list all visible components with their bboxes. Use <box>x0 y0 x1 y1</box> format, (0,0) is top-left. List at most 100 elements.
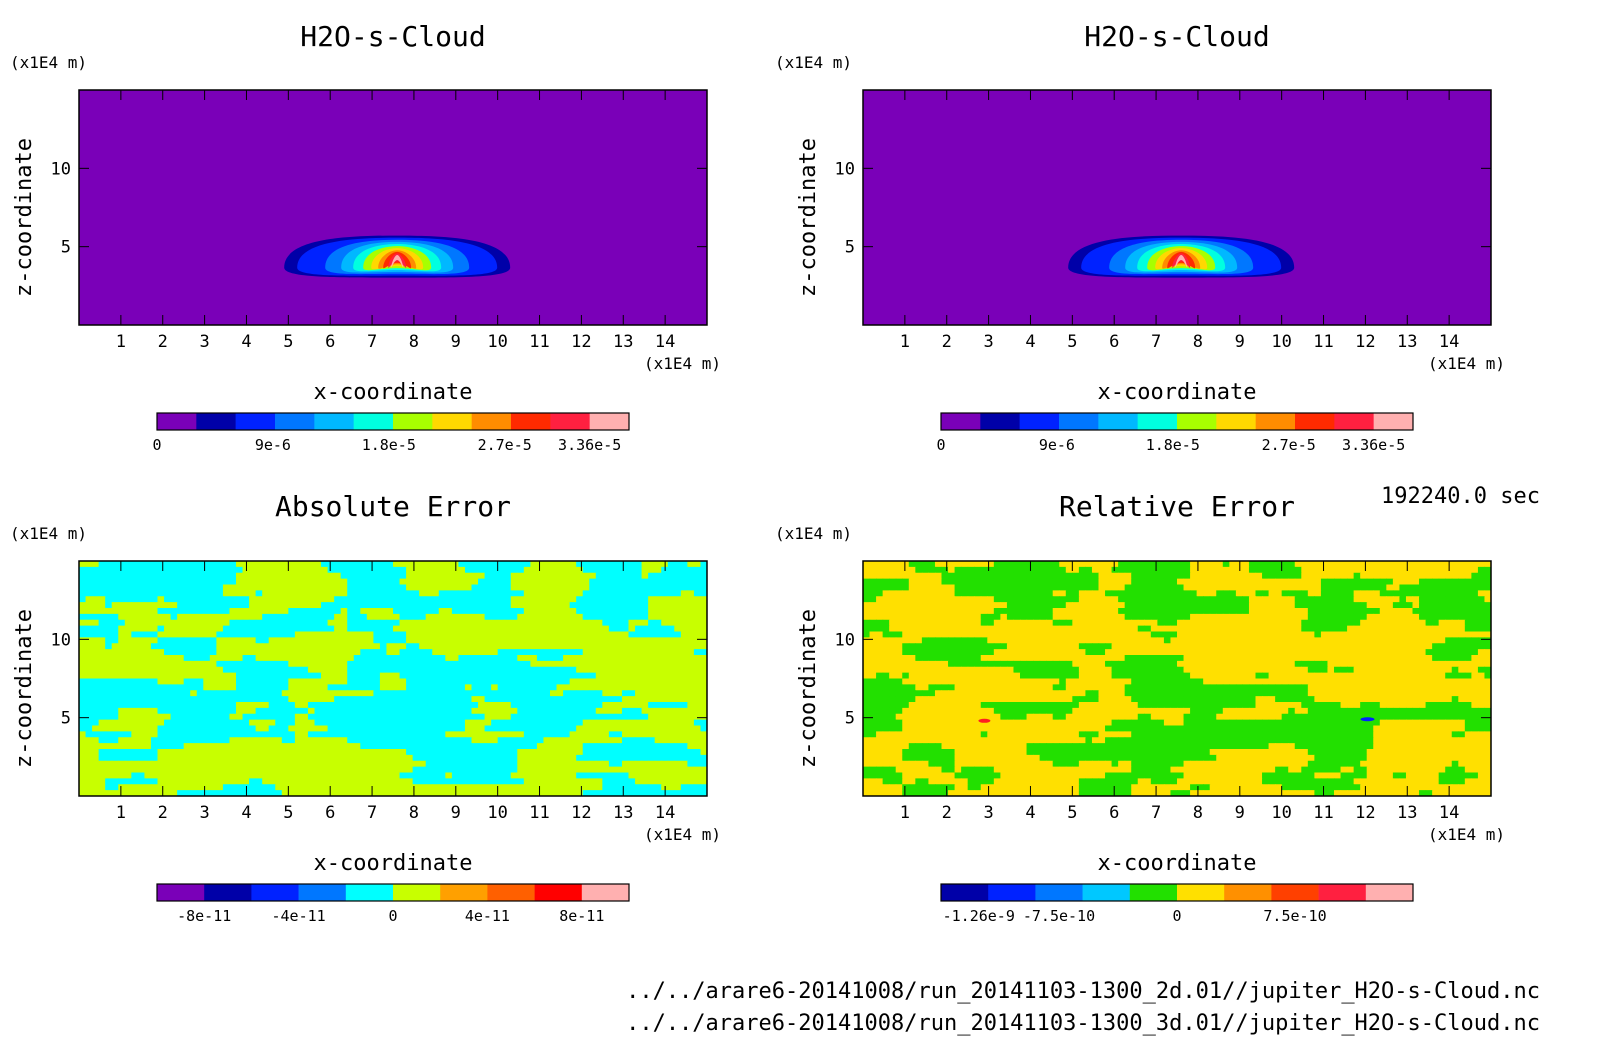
field-cell <box>615 743 623 750</box>
field-cell <box>111 608 119 615</box>
field-cell <box>314 719 322 727</box>
field-cell <box>687 566 695 574</box>
field-cell <box>556 602 564 609</box>
field-cell <box>464 743 473 750</box>
field-cell <box>595 566 603 574</box>
field-cell <box>667 760 675 768</box>
field-cell <box>373 772 381 779</box>
field-cell <box>661 707 669 715</box>
field-cell <box>432 719 440 727</box>
field-cell <box>628 690 636 697</box>
field-cell <box>543 578 551 586</box>
field-cell <box>987 572 995 580</box>
field-cell <box>635 666 643 674</box>
field-cell <box>307 743 316 750</box>
field-cell <box>275 566 283 574</box>
field-cell <box>1353 608 1361 615</box>
field-cell <box>406 561 414 568</box>
field-cell <box>79 584 87 591</box>
field-cell <box>1366 596 1374 603</box>
field-cell <box>464 713 473 721</box>
field-cell <box>294 578 303 586</box>
field-cell <box>118 637 126 644</box>
field-cell <box>582 566 590 574</box>
field-cell <box>366 561 374 568</box>
field-cell <box>294 566 303 574</box>
field-cell <box>321 760 329 768</box>
field-cell <box>229 713 237 721</box>
field-cell <box>478 690 486 697</box>
field-cell <box>1301 561 1309 568</box>
field-cell <box>294 631 303 638</box>
field-cell <box>425 613 433 621</box>
field-cell <box>118 749 126 756</box>
field-cell <box>550 702 558 709</box>
field-cell <box>314 584 322 591</box>
field-cell <box>1392 596 1401 603</box>
field-cell <box>386 608 394 615</box>
field-cell <box>1248 566 1257 574</box>
field-cell <box>216 690 224 697</box>
field-cell <box>190 584 198 591</box>
field-cell <box>1366 602 1374 609</box>
field-cell <box>229 690 237 697</box>
field-cell <box>1216 596 1224 603</box>
field-cell <box>353 784 361 791</box>
field-cell <box>229 743 237 750</box>
field-cell <box>1059 572 1067 580</box>
field-cell <box>353 625 361 633</box>
field-cell <box>595 696 603 703</box>
field-cell <box>170 613 178 621</box>
field-cell <box>1399 584 1407 591</box>
field-cell <box>491 572 499 580</box>
field-cell <box>79 743 87 750</box>
field-cell <box>954 613 962 621</box>
field-cell <box>255 625 263 633</box>
field-cell <box>458 608 466 615</box>
colorbar-swatch <box>534 884 583 901</box>
field-cell <box>236 566 244 574</box>
field-cell <box>360 637 368 644</box>
field-cell <box>530 754 538 762</box>
field-cell <box>1392 572 1401 580</box>
field-cell <box>628 702 636 709</box>
field-cell <box>222 613 231 621</box>
field-cell <box>621 754 630 762</box>
field-cell <box>700 572 707 580</box>
field-cell <box>366 743 374 750</box>
field-cell <box>451 749 460 756</box>
field-cell <box>504 731 512 738</box>
field-cell <box>582 760 590 768</box>
field-cell <box>1477 578 1486 586</box>
field-cell <box>229 707 237 715</box>
field-cell <box>236 772 244 779</box>
field-cell <box>536 572 545 580</box>
field-cell <box>700 743 707 750</box>
field-cell <box>563 778 571 785</box>
field-cell <box>595 772 603 779</box>
field-cell <box>281 749 289 756</box>
field-cell <box>1353 602 1361 609</box>
field-cell <box>667 561 675 568</box>
field-cell <box>517 778 525 785</box>
field-cell <box>1039 566 1047 574</box>
field-cell <box>628 596 636 603</box>
field-cell <box>157 743 165 750</box>
field-cell <box>281 608 289 615</box>
field-cell <box>628 649 636 656</box>
field-cell <box>602 643 610 650</box>
field-cell <box>85 655 93 662</box>
field-cell <box>412 608 420 615</box>
field-cell <box>536 760 545 768</box>
field-cell <box>190 690 198 697</box>
x-tick-label: 14 <box>1439 332 1459 352</box>
field-cell <box>1105 596 1113 603</box>
field-cell <box>249 672 257 680</box>
field-cell <box>1451 584 1459 591</box>
field-cell <box>1242 572 1250 580</box>
field-cell <box>648 743 656 750</box>
field-cell <box>412 619 420 627</box>
field-cell <box>1222 596 1230 603</box>
field-cell <box>628 790 636 796</box>
field-cell <box>1360 590 1368 597</box>
